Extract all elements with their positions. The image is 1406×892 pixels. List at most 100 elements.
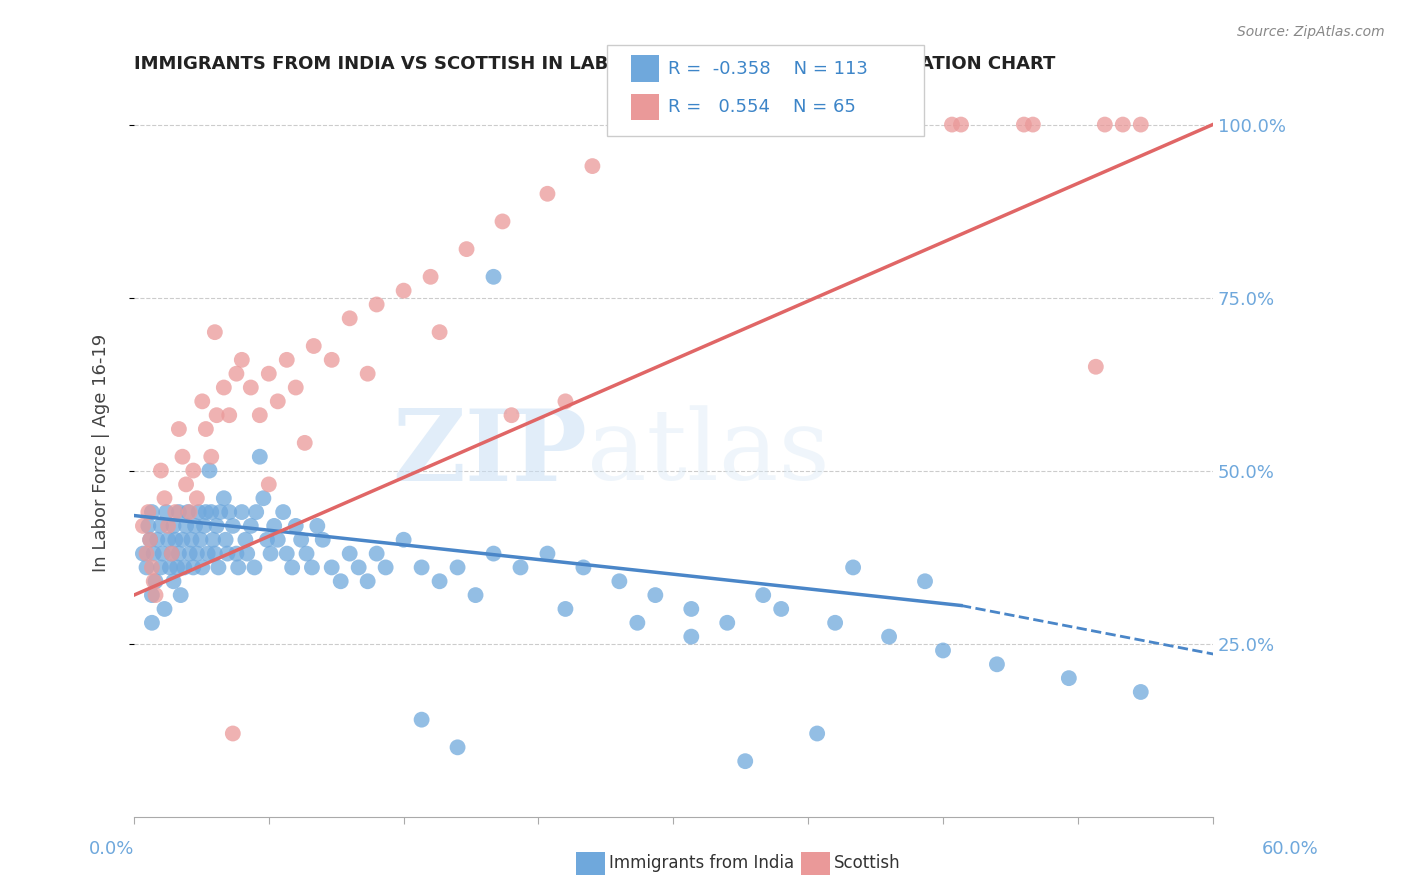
Point — [226, 560, 249, 574]
Point — [132, 547, 155, 561]
Point — [135, 547, 157, 561]
Point — [1094, 118, 1116, 132]
Point — [249, 408, 271, 422]
Point — [218, 505, 240, 519]
Point — [173, 560, 195, 574]
Point — [1112, 118, 1135, 132]
Text: 60.0%: 60.0% — [1263, 840, 1319, 858]
Point — [167, 505, 190, 519]
Point — [949, 118, 972, 132]
Point — [141, 588, 163, 602]
Point — [218, 408, 240, 422]
Point — [200, 450, 222, 464]
Text: Scottish: Scottish — [834, 855, 900, 872]
Point — [357, 367, 380, 381]
Text: ZIP: ZIP — [392, 405, 588, 502]
Point — [797, 118, 820, 132]
Point — [249, 450, 271, 464]
Point — [257, 367, 280, 381]
Point — [191, 394, 214, 409]
Point — [153, 602, 176, 616]
Point — [198, 464, 221, 478]
Point — [321, 352, 343, 367]
Point — [194, 505, 217, 519]
Point — [572, 560, 595, 574]
Point — [1129, 685, 1152, 699]
Point — [339, 311, 361, 326]
Point — [186, 491, 208, 506]
Point — [271, 505, 294, 519]
Point — [1129, 118, 1152, 132]
Point — [207, 560, 229, 574]
Point — [411, 560, 433, 574]
Point — [141, 615, 163, 630]
Point — [136, 505, 159, 519]
Point — [146, 533, 169, 547]
Point — [770, 602, 793, 616]
Point — [191, 560, 214, 574]
Point — [357, 574, 380, 589]
Point — [429, 574, 451, 589]
Point — [302, 339, 325, 353]
Point — [231, 352, 253, 367]
Point — [217, 547, 239, 561]
Point — [681, 630, 703, 644]
Point — [716, 615, 738, 630]
Point — [162, 574, 184, 589]
Point — [142, 547, 165, 561]
Point — [205, 408, 228, 422]
Point — [177, 505, 200, 519]
Point — [267, 533, 290, 547]
Point — [869, 118, 891, 132]
Point — [179, 547, 201, 561]
Point — [165, 505, 187, 519]
Point — [172, 533, 194, 547]
Point — [170, 588, 193, 602]
Text: atlas: atlas — [588, 405, 830, 501]
Point — [139, 533, 162, 547]
Point — [366, 547, 388, 561]
Point — [239, 519, 262, 533]
Point — [141, 505, 163, 519]
Point — [554, 602, 576, 616]
Point — [581, 159, 603, 173]
Point — [877, 630, 900, 644]
Point — [636, 118, 658, 132]
Text: 0.0%: 0.0% — [89, 840, 134, 858]
Point — [681, 602, 703, 616]
Point — [464, 588, 486, 602]
Point — [179, 505, 201, 519]
Point — [165, 533, 187, 547]
Point — [877, 118, 900, 132]
Point — [1057, 671, 1080, 685]
Point — [986, 657, 1008, 672]
Point — [243, 560, 266, 574]
Point — [187, 505, 209, 519]
Point — [482, 269, 505, 284]
Point — [806, 726, 828, 740]
Point — [194, 422, 217, 436]
Point — [256, 533, 278, 547]
Point — [197, 547, 219, 561]
Point — [501, 408, 523, 422]
Point — [174, 519, 197, 533]
Text: R =  -0.358    N = 113: R = -0.358 N = 113 — [668, 60, 868, 78]
Point — [329, 574, 352, 589]
Point — [245, 505, 267, 519]
Point — [446, 740, 468, 755]
Point — [1012, 118, 1035, 132]
Point — [153, 491, 176, 506]
Point — [536, 547, 558, 561]
Text: R =   0.554    N = 65: R = 0.554 N = 65 — [668, 98, 856, 116]
Point — [212, 380, 235, 394]
Point — [209, 505, 232, 519]
Point — [321, 560, 343, 574]
Point — [339, 547, 361, 561]
Point — [941, 118, 963, 132]
Point — [932, 643, 955, 657]
Point — [160, 547, 183, 561]
Text: Source: ZipAtlas.com: Source: ZipAtlas.com — [1237, 25, 1385, 39]
Point — [180, 533, 202, 547]
Point — [1022, 118, 1045, 132]
Point — [157, 533, 180, 547]
